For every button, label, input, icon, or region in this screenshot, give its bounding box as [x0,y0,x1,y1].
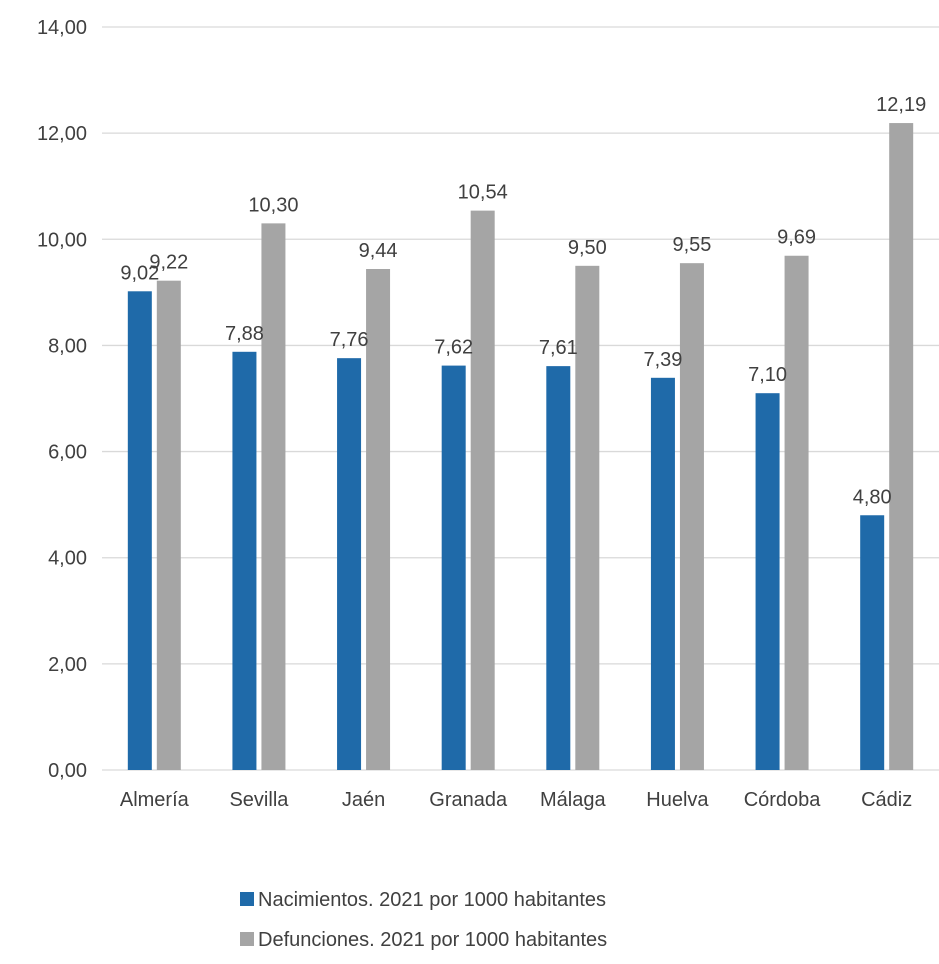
bar-nacimientos-6 [755,393,780,770]
data-label: 4,80 [853,486,892,508]
data-label: 9,50 [568,237,607,259]
bar-nacimientos-4 [546,366,571,770]
bar-defunciones-2 [366,269,391,770]
y-tick-label: 14,00 [37,17,87,39]
bar-defunciones-3 [470,210,495,770]
bar-defunciones-4 [575,265,600,770]
x-axis-tick-labels: Almería Sevilla Jaén Granada Málaga Huelva Cór… [120,789,912,811]
y-axis-tick-labels: 0,00 2,00 4,00 6,00 8,00 10,00 12,00 14,00 [37,17,87,782]
bar-defunciones-1 [261,223,286,771]
legend-label: Defunciones. 2021 por 1000 habitantes [258,929,607,951]
bar-defunciones-0 [156,280,181,770]
bar-defunciones-5 [679,263,704,770]
bars [127,123,914,771]
legend-item-1: Defunciones. 2021 por 1000 habitantes [240,929,607,951]
legend-swatch [240,932,254,946]
data-label: 7,88 [225,323,264,345]
bar-nacimientos-2 [337,358,362,770]
y-tick-label: 12,00 [37,123,87,145]
y-tick-label: 8,00 [48,335,87,357]
x-tick-label: Córdoba [744,789,822,811]
data-label: 7,76 [330,329,369,351]
bar-nacimientos-0 [127,291,152,770]
bar-nacimientos-1 [232,351,257,770]
bar-defunciones-6 [784,255,809,770]
data-labels: 9,029,22 7,88 10,30 7,76 9,44 7,62 10,54 7,61 9,… [120,94,926,508]
legend: Nacimientos. 2021 por 1000 habitantes Def… [240,889,607,951]
data-label: 7,61 [539,337,578,359]
x-tick-label: Sevilla [229,789,289,811]
legend-swatch [240,892,254,906]
legend-label: Nacimientos. 2021 por 1000 habitantes [258,889,606,911]
y-tick-label: 0,00 [48,760,87,782]
bar-nacimientos-5 [650,377,675,770]
x-tick-label: Málaga [540,789,606,811]
data-label: 7,62 [434,337,473,359]
data-label: 10,54 [458,182,508,204]
legend-item-0: Nacimientos. 2021 por 1000 habitantes [240,889,606,911]
data-label: 7,39 [643,349,682,371]
bar-nacimientos-3 [441,365,466,770]
bar-nacimientos-7 [860,515,885,770]
x-tick-label: Almería [120,789,190,811]
data-label: 7,10 [748,364,787,386]
y-tick-label: 4,00 [48,548,87,570]
data-label: 9,22 [149,252,188,274]
x-tick-label: Jaén [342,789,385,811]
data-label: 10,30 [248,194,298,216]
gridlines [102,26,939,771]
x-tick-label: Huelva [646,789,709,811]
bar-defunciones-7 [889,123,914,771]
data-label: 12,19 [876,94,926,116]
y-tick-label: 10,00 [37,229,87,251]
x-tick-label: Granada [429,789,508,811]
y-tick-label: 2,00 [48,654,87,676]
y-tick-label: 6,00 [48,442,87,464]
data-label: 9,44 [359,240,398,262]
data-label: 9,69 [777,227,816,249]
data-label: 9,55 [672,234,711,256]
x-tick-label: Cádiz [861,789,912,811]
data-label: 9,02 [120,262,159,284]
